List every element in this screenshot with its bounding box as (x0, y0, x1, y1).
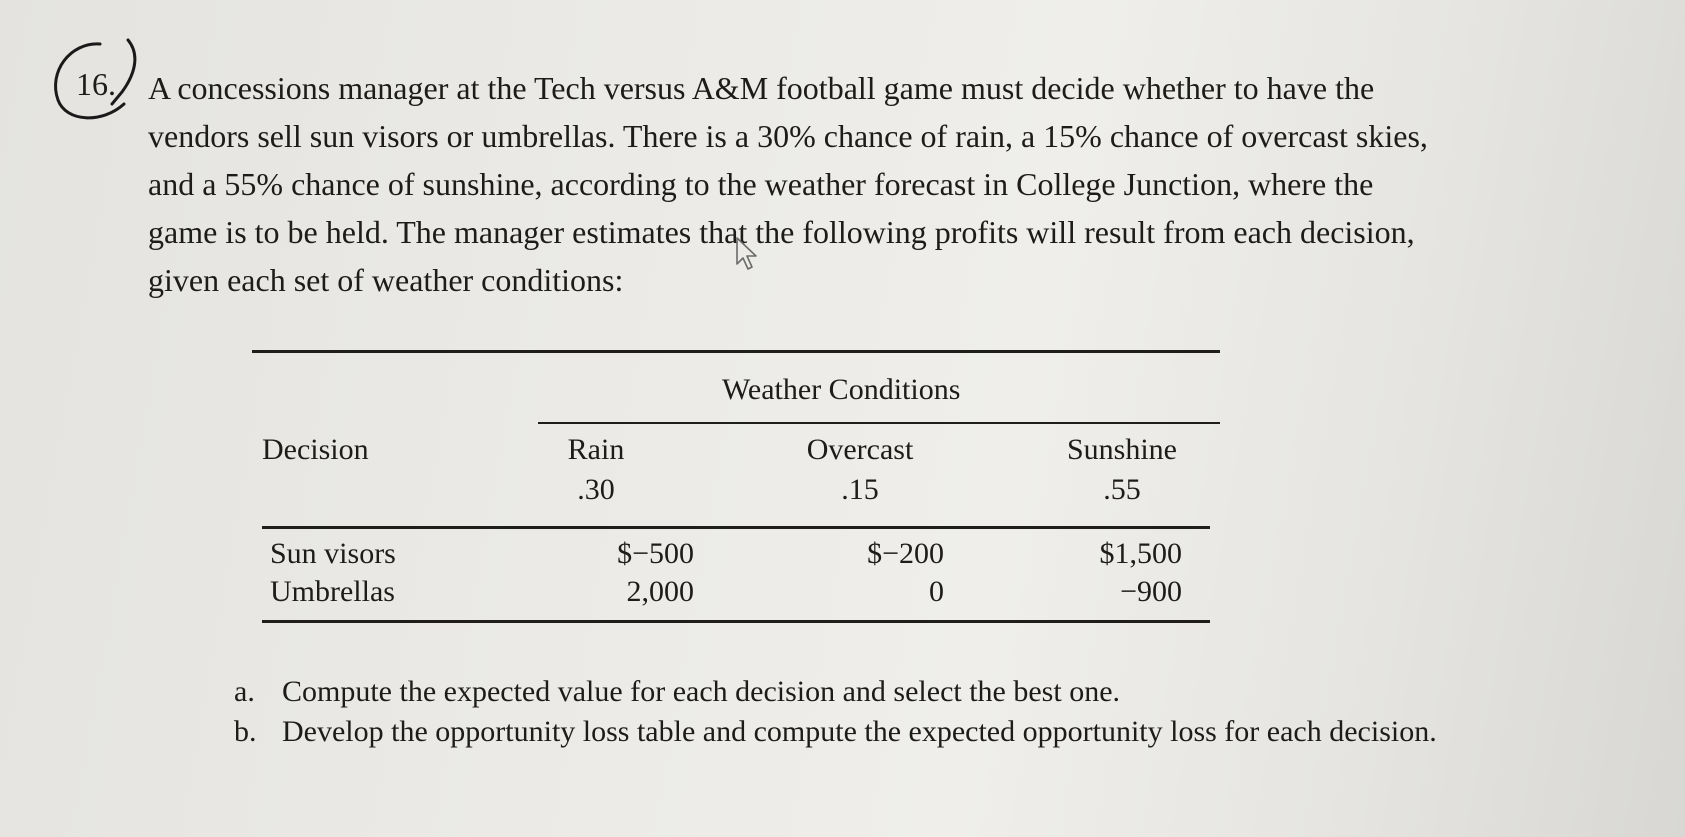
problem-statement: A concessions manager at the Tech versus… (148, 64, 1608, 304)
table-top-rule (252, 350, 1220, 353)
column-probability-sunshine: .55 (1103, 473, 1141, 506)
problem-line: A concessions manager at the Tech versus… (148, 70, 1375, 106)
row-label-sun-visors: Sun visors (270, 537, 396, 570)
weather-header-rule (538, 422, 1220, 424)
problem-line: and a 55% chance of sunshine, according … (148, 166, 1374, 202)
problem-number: 16. (76, 66, 116, 102)
table-cell: 0 (929, 575, 944, 608)
question-text: Develop the opportunity loss table and c… (282, 715, 1437, 748)
handwritten-circle-mark-icon (54, 38, 137, 120)
table-bottom-rule (262, 620, 1210, 623)
weather-conditions-header: Weather Conditions (722, 373, 961, 406)
column-header-sunshine: Sunshine (1066, 433, 1177, 466)
problem-line: vendors sell sun visors or umbrellas. Th… (148, 118, 1428, 154)
column-header-rain: Rain (567, 433, 625, 466)
row-label-umbrellas: Umbrellas (270, 575, 395, 608)
column-probability-rain: .30 (577, 473, 615, 506)
mouse-pointer-icon (736, 237, 757, 270)
table-header-rule (262, 526, 1210, 529)
column-header-overcast: Overcast (806, 433, 914, 466)
problem-line: game is to be held. The manager estimate… (148, 214, 1415, 250)
column-probability-overcast: .15 (841, 473, 879, 506)
table-cell: 2,000 (626, 575, 695, 608)
question-letter: b. (234, 715, 257, 748)
table-cell: $−200 (867, 537, 944, 570)
problem-line: given each set of weather conditions: (148, 262, 624, 298)
table-cell: −900 (1120, 575, 1182, 608)
question-item: a. Compute the expected value for each d… (234, 672, 1514, 712)
table-cell: $−500 (617, 537, 694, 570)
question-list: a. Compute the expected value for each d… (234, 672, 1514, 752)
table-cell: $1,500 (1099, 537, 1183, 570)
question-item: b. Develop the opportunity loss table an… (234, 712, 1514, 752)
question-text: Compute the expected value for each deci… (282, 675, 1121, 708)
decision-column-header: Decision (262, 433, 369, 466)
question-letter: a. (234, 675, 255, 708)
